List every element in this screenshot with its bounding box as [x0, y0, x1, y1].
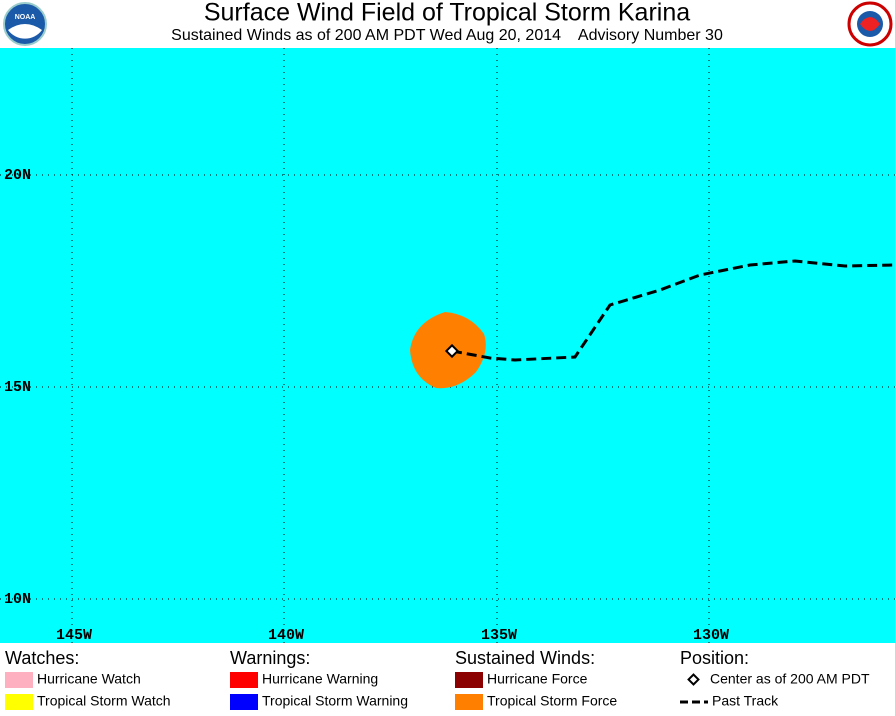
legend-item: Past Track	[712, 693, 779, 709]
legend-heading: Watches:	[5, 648, 79, 668]
legend-item: Hurricane Warning	[262, 671, 378, 687]
longitude-label: 140W	[268, 627, 304, 644]
legend-item: Tropical Storm Watch	[37, 693, 171, 709]
longitude-label: 135W	[481, 627, 517, 644]
legend-center-symbol	[687, 673, 700, 686]
logo-text: NOAA	[15, 14, 36, 21]
latitude-label: 20N	[4, 167, 31, 184]
subtitle: Sustained Winds as of 200 AM PDT Wed Aug…	[171, 27, 723, 44]
legend-item: Hurricane Watch	[37, 671, 141, 687]
legend: Watches: Hurricane Watch Tropical Storm Wa…	[5, 648, 870, 710]
past-track	[451, 259, 895, 362]
legend-heading: Sustained Winds:	[455, 648, 595, 668]
legend-heading: Position:	[680, 648, 749, 668]
latitude-label: 15N	[4, 379, 31, 396]
storm-center	[444, 343, 460, 359]
latitude-label: 10N	[4, 591, 31, 608]
longitude-label: 130W	[693, 627, 729, 644]
legend-item: Hurricane Force	[487, 671, 588, 687]
legend-swatch	[5, 672, 33, 688]
legend-swatch	[455, 672, 483, 688]
legend-item: Tropical Storm Force	[487, 693, 617, 709]
noaa-logo: NOAA	[3, 2, 47, 46]
legend-swatch	[230, 672, 258, 688]
legend-heading: Warnings:	[230, 648, 310, 668]
legend-item: Center as of 200 AM PDT	[710, 671, 870, 687]
longitude-label: 145W	[56, 627, 92, 644]
legend-item: Tropical Storm Warning	[262, 693, 408, 709]
nws-logo	[847, 1, 893, 47]
graticule: 20N 15N 10N 145W 140W 135W 130W	[0, 48, 895, 644]
legend-swatch	[455, 694, 483, 710]
title: Surface Wind Field of Tropical Storm Kar…	[204, 0, 690, 27]
legend-swatch	[230, 694, 258, 710]
legend-swatch	[5, 694, 33, 710]
